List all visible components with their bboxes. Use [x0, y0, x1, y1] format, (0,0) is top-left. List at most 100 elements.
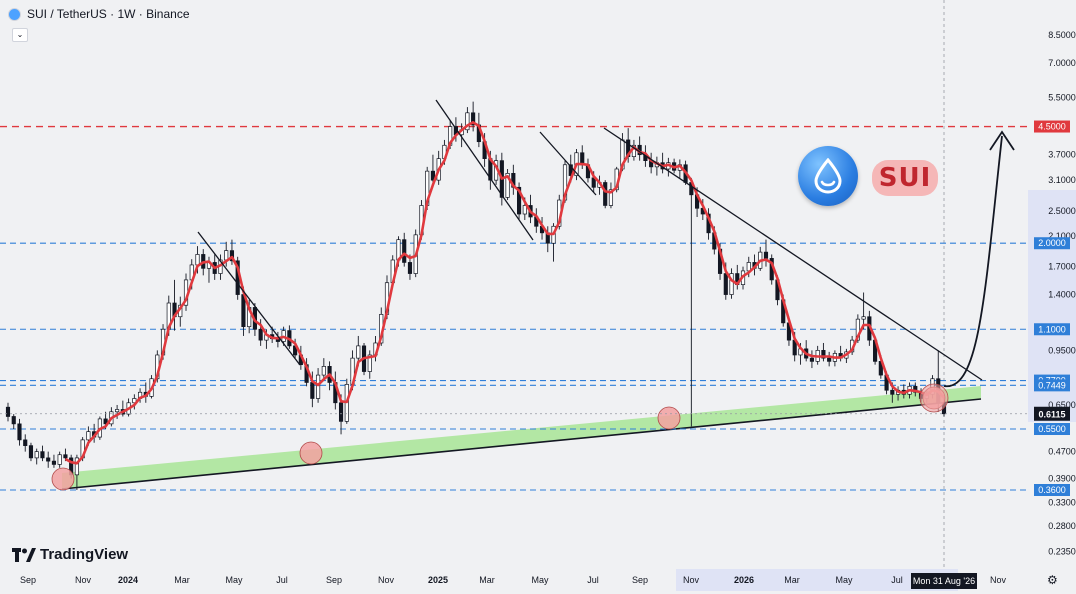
candle-body	[115, 409, 120, 413]
y-tick-label: 1.7000	[1048, 262, 1076, 272]
candle-body	[827, 357, 832, 362]
candle-body	[40, 451, 45, 459]
x-tick-label: Jul	[587, 575, 599, 585]
symbol-header[interactable]: SUI / TetherUS · 1W · Binance	[8, 7, 190, 21]
support-touch-circle	[51, 467, 75, 491]
x-tick-label: May	[835, 575, 853, 585]
level-label: 2.0000	[1038, 238, 1066, 248]
x-tick-label: Sep	[326, 575, 342, 585]
candle-body	[471, 112, 476, 126]
x-tick-label: May	[225, 575, 243, 585]
candle-body	[63, 454, 68, 459]
tradingview-logo: TradingView	[12, 546, 128, 563]
candle-body	[723, 273, 728, 295]
candle-body	[195, 254, 200, 266]
crosshair-date-box	[911, 573, 977, 589]
tradingview-icon	[12, 547, 36, 562]
gear-icon[interactable]: ⚙	[1047, 573, 1058, 587]
candle-body	[5, 406, 11, 417]
x-tick-label: Nov	[75, 575, 92, 585]
support-touch-circle	[657, 406, 681, 430]
chevron-down-icon[interactable]: ⌄	[12, 28, 28, 42]
y-tick-label: 0.2800	[1048, 521, 1076, 531]
candle-body	[356, 345, 361, 359]
sui-logo-icon	[798, 146, 858, 206]
x-tick-label: Jul	[276, 575, 288, 585]
downtrend-line	[539, 131, 597, 196]
candle-body	[321, 366, 326, 376]
candle-body	[465, 112, 470, 131]
current-price-label: 0.6115	[1038, 409, 1065, 419]
candle-body	[23, 439, 28, 446]
level-label-box	[1034, 120, 1070, 133]
candle-body	[608, 189, 614, 206]
candle-body	[103, 418, 108, 425]
y-tick-label: 0.2350	[1048, 546, 1076, 556]
downtrend-line	[603, 127, 983, 381]
y-tick-label: 2.5000	[1048, 206, 1076, 216]
candle-body	[568, 164, 573, 176]
candle-body	[316, 374, 321, 399]
y-tick-label: 0.3300	[1048, 498, 1076, 508]
downtrend-line	[197, 231, 301, 366]
candle-body	[132, 398, 137, 404]
candle-body	[74, 457, 79, 476]
y-tick-label: 3.1000	[1048, 175, 1076, 185]
candle-body	[603, 182, 608, 206]
y-tick-label: 0.4700	[1048, 447, 1076, 457]
support-trendline	[61, 398, 982, 490]
candle-body	[890, 389, 895, 395]
x-tick-label: Nov	[683, 575, 700, 585]
candle-body	[28, 445, 34, 459]
candle-body	[522, 205, 527, 215]
x-tick-label: Sep	[20, 575, 36, 585]
candle-body	[505, 173, 510, 198]
level-label-box	[1034, 237, 1070, 250]
tradingview-text: TradingView	[40, 546, 129, 563]
level-label-box	[1034, 423, 1070, 436]
candle-body	[17, 423, 22, 441]
x-tick-label: 2026	[734, 575, 754, 585]
support-touch-circle	[919, 383, 949, 413]
y-tick-label: 2.1000	[1048, 231, 1076, 241]
support-channel	[62, 386, 981, 489]
arrow-head-icon	[989, 130, 1015, 151]
x-tick-label: 2025	[428, 575, 448, 585]
x-tick-label: Sep	[632, 575, 648, 585]
x-tick-label: Nov	[990, 575, 1007, 585]
level-label-box	[1034, 484, 1070, 496]
candle-body	[516, 186, 522, 215]
y-tick-label: 8.5000	[1048, 30, 1076, 40]
candle-body	[86, 431, 91, 441]
x-tick-label: Nov	[378, 575, 395, 585]
candle-body	[57, 454, 62, 465]
level-label: 4.5000	[1038, 122, 1066, 132]
y-tick-label: 7.0000	[1048, 58, 1076, 68]
candle-body	[258, 328, 263, 341]
level-label-box	[1034, 379, 1070, 392]
level-label: 0.3600	[1038, 485, 1066, 495]
candle-body	[855, 318, 860, 341]
candle-body	[46, 457, 51, 462]
candle-body	[809, 357, 814, 362]
support-touch-circle	[299, 441, 323, 465]
candle-body	[407, 262, 413, 274]
y-tick-label: 0.9500	[1048, 345, 1076, 355]
current-price-box	[1034, 406, 1070, 421]
y-tick-label: 0.6500	[1048, 400, 1076, 410]
downtrend-line	[435, 99, 534, 241]
level-label: 0.5500	[1038, 424, 1066, 434]
candle-body	[402, 239, 407, 263]
candle-body	[729, 273, 734, 295]
y-tick-label: 0.3900	[1048, 473, 1076, 483]
candle-body	[861, 316, 866, 320]
candle-body	[430, 170, 436, 181]
moving-average-line	[64, 121, 945, 465]
x-tick-label: Mar	[784, 575, 800, 585]
x-tick-label: Mar	[174, 575, 190, 585]
level-label: 0.7449	[1038, 380, 1066, 390]
x-tick-label: May	[531, 575, 549, 585]
candle-body	[34, 451, 39, 459]
